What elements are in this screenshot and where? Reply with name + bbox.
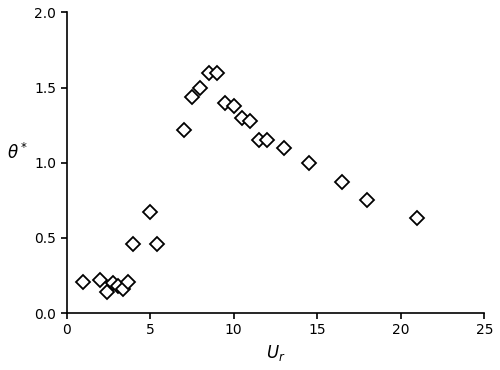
X-axis label: $U_r$: $U_r$ (266, 343, 285, 363)
Y-axis label: $\theta^*$: $\theta^*$ (7, 143, 28, 163)
